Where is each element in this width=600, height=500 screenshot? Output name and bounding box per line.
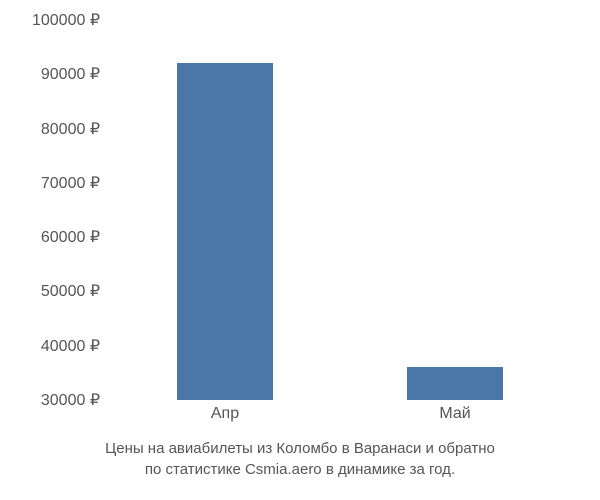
y-tick-4: 70000 ₽ xyxy=(41,173,100,193)
y-tick-3: 60000 ₽ xyxy=(41,227,100,247)
y-tick-7: 100000 ₽ xyxy=(32,10,100,30)
x-tick-may: Май xyxy=(439,405,470,423)
caption-line1: Цены на авиабилеты из Коломбо в Варанаси… xyxy=(105,440,495,457)
y-tick-0: 30000 ₽ xyxy=(41,390,100,410)
y-axis-labels: 30000 ₽ 40000 ₽ 50000 ₽ 60000 ₽ 70000 ₽ … xyxy=(0,20,105,400)
chart-container: 30000 ₽ 40000 ₽ 50000 ₽ 60000 ₽ 70000 ₽ … xyxy=(0,0,600,500)
x-axis-labels: Апр Май xyxy=(110,405,570,430)
plot-area xyxy=(110,20,570,400)
bar-apr xyxy=(177,63,274,400)
chart-caption: Цены на авиабилеты из Коломбо в Варанаси… xyxy=(0,438,600,480)
caption-line2: по статистике Csmia.aero в динамике за г… xyxy=(145,461,455,478)
x-tick-apr: Апр xyxy=(211,405,239,423)
y-tick-2: 50000 ₽ xyxy=(41,281,100,301)
y-tick-5: 80000 ₽ xyxy=(41,119,100,139)
bar-may xyxy=(407,367,504,400)
y-tick-1: 40000 ₽ xyxy=(41,336,100,356)
y-tick-6: 90000 ₽ xyxy=(41,64,100,84)
